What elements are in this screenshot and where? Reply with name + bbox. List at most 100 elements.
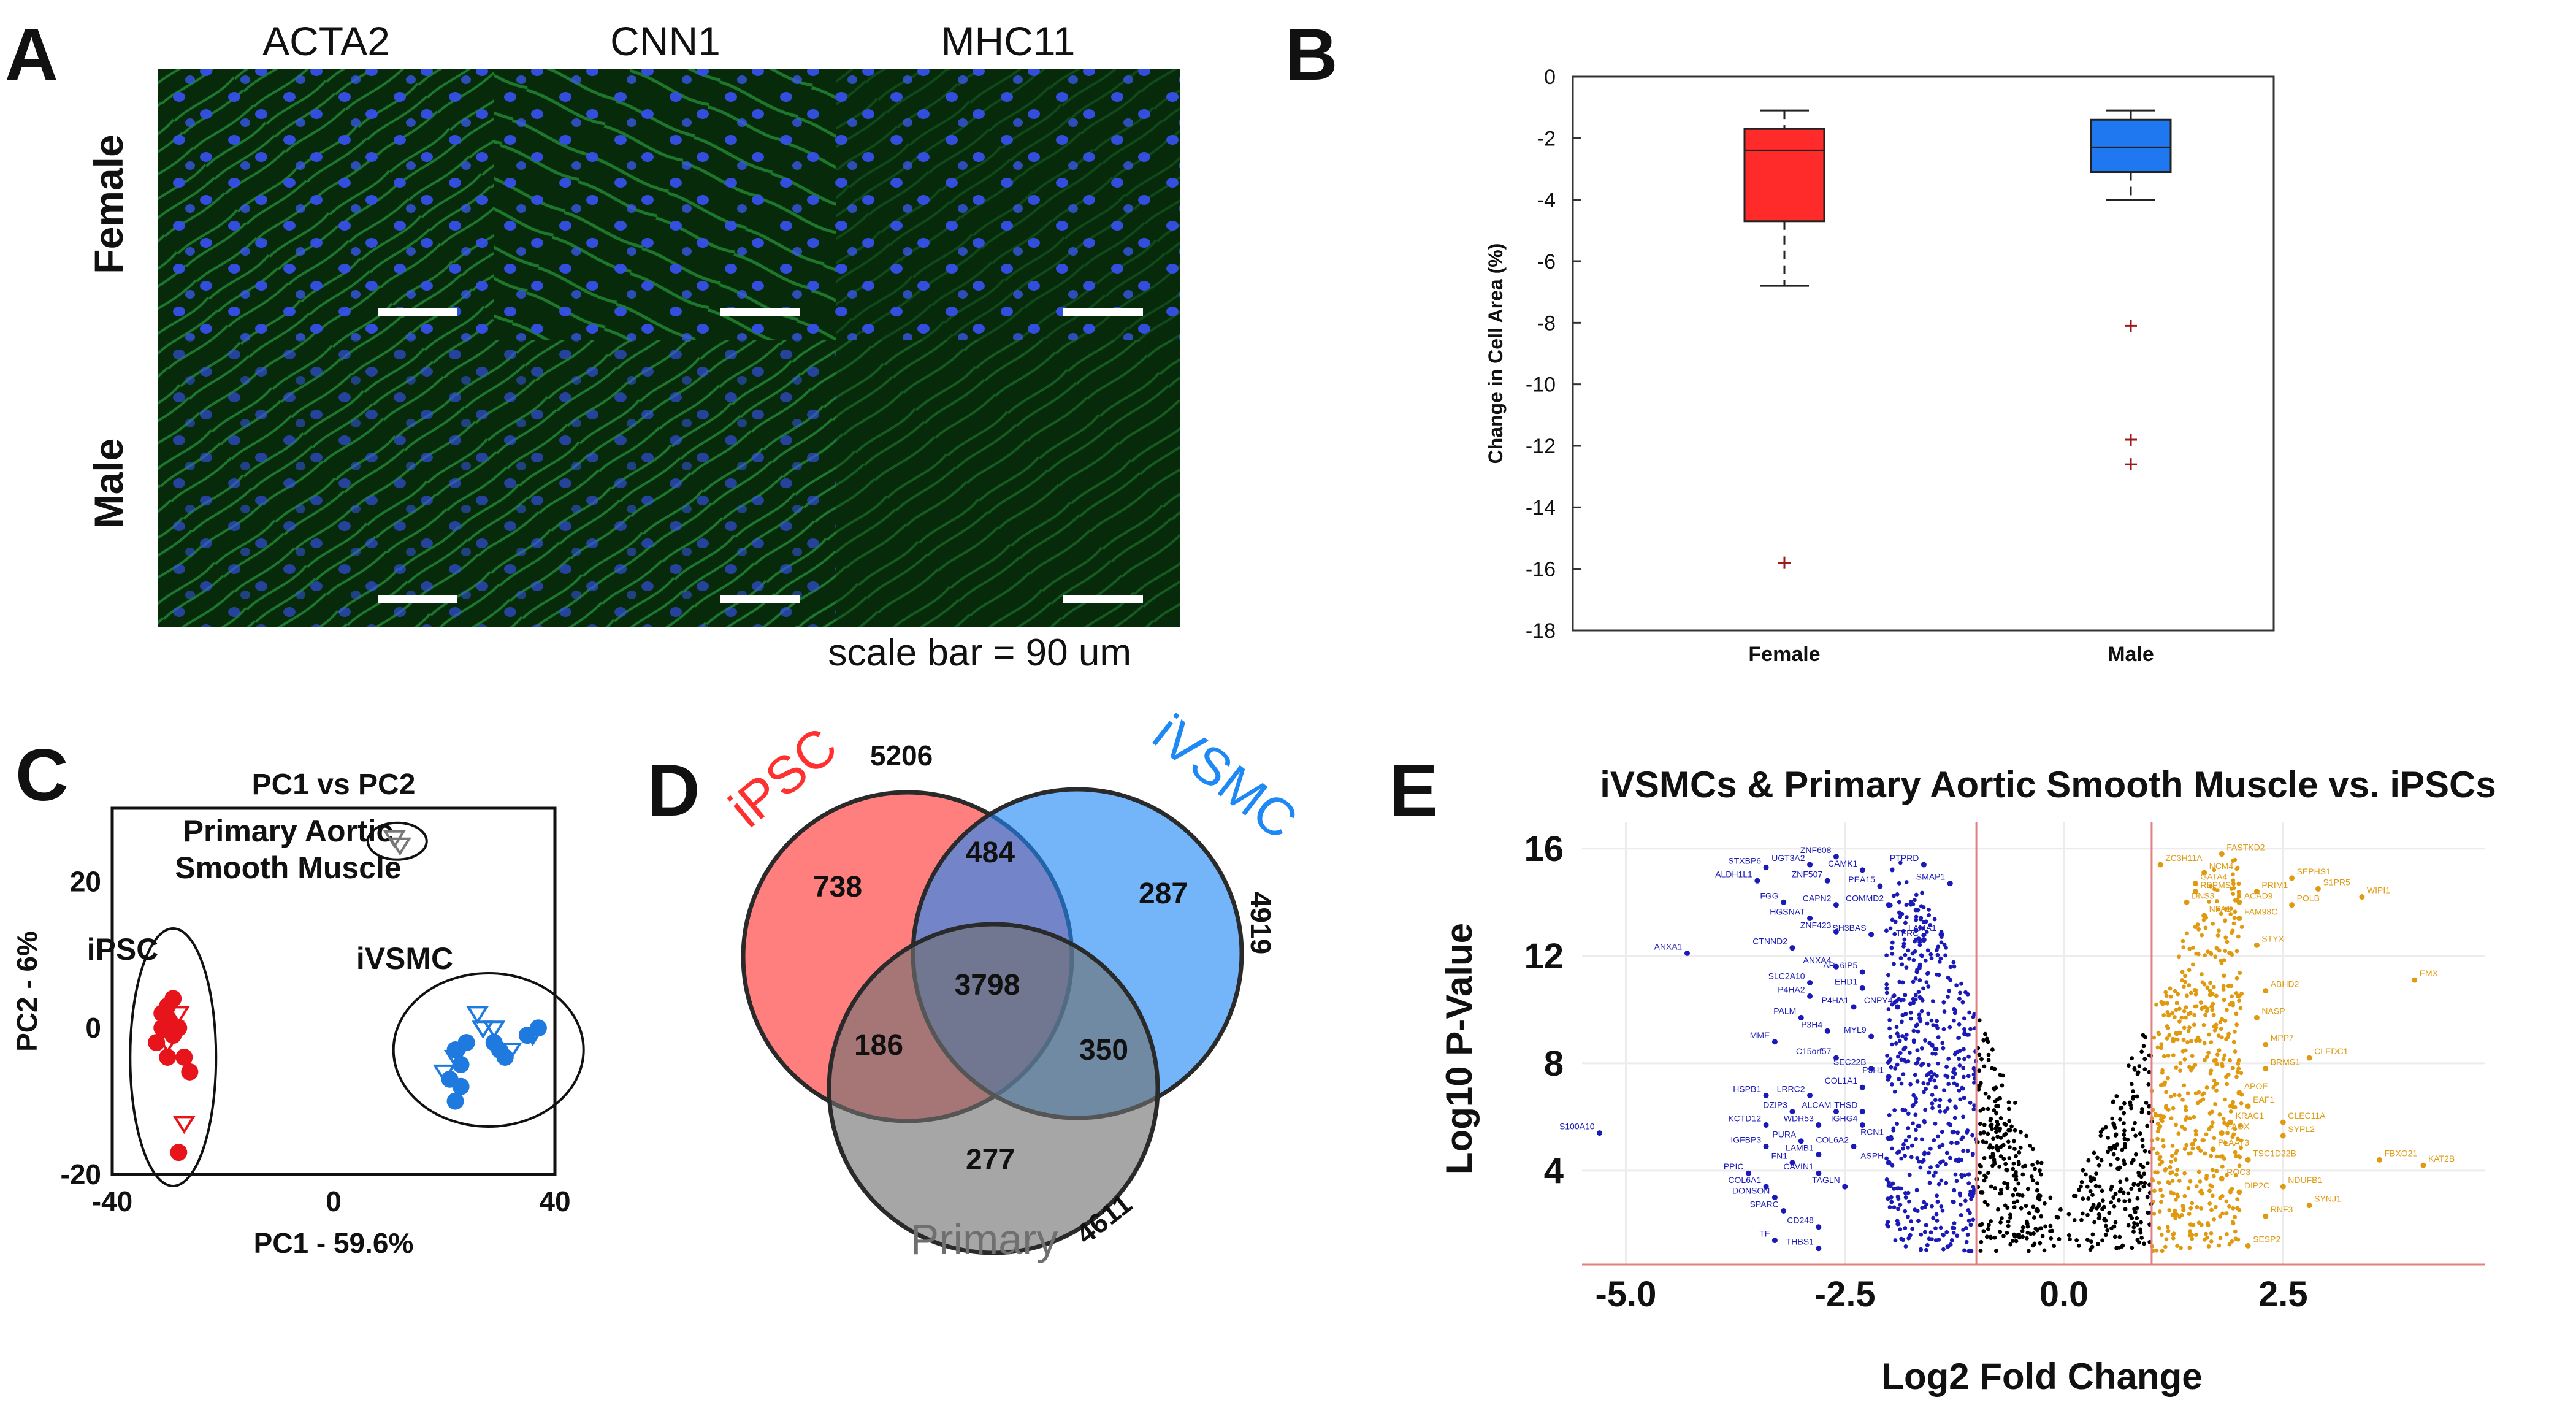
gene-point-ns — [1998, 1230, 2003, 1234]
gene-point-down — [1937, 959, 1942, 964]
gene-point-down — [1936, 1182, 1941, 1187]
gene-point-down — [1904, 903, 1909, 908]
gene-point-down — [1884, 986, 1889, 991]
gene-point-down — [1957, 1022, 1962, 1027]
gene-point-down — [1903, 1209, 1908, 1214]
gene-point-up — [2231, 881, 2236, 886]
gene-point-ns — [2057, 1237, 2062, 1241]
gene-point-ns — [2113, 1133, 2118, 1138]
gene-point-ns — [2108, 1163, 2113, 1167]
gene-point-ns — [2127, 1198, 2132, 1203]
gene-point-ns — [1990, 1047, 1995, 1052]
gene-point-up — [2228, 906, 2233, 911]
micrograph-male-cnn1 — [494, 340, 836, 627]
gene-label: COL1A1 — [1825, 1076, 1858, 1085]
gene-point-up — [2238, 1123, 2242, 1128]
plot-frame — [1572, 75, 2275, 632]
gene-point-ns — [2096, 1216, 2101, 1221]
gene-point-up — [2208, 951, 2213, 955]
gene-point-down — [1933, 1170, 1938, 1175]
gene-point-ns — [2005, 1168, 2009, 1173]
gene-point-up — [2187, 1116, 2192, 1121]
gene-point-down — [1969, 1249, 1974, 1253]
panel-b-label: B — [1285, 13, 1338, 96]
gene-point-down — [1926, 1151, 1931, 1156]
gene-point-up — [2177, 1179, 2182, 1183]
gene-label: TSC1D22B — [2253, 1148, 2296, 1158]
gene-point-down — [1914, 1061, 1919, 1066]
gene-point-down — [1922, 1230, 1927, 1234]
gene-point-up — [2174, 1173, 2179, 1177]
gene-label: KAT2B — [2428, 1154, 2455, 1163]
gene-point-ns — [2039, 1172, 2044, 1177]
gene-point-ns — [2128, 1214, 2133, 1218]
gene-label: POLB — [2297, 894, 2320, 903]
gene-point-up — [2161, 1114, 2166, 1119]
gene-point-ns — [2125, 1137, 2130, 1142]
gene-point-up — [2169, 1159, 2174, 1164]
gene-point-down — [1962, 1095, 1966, 1100]
gene-point-down — [1958, 990, 1962, 995]
gene-label: MME — [1750, 1030, 1770, 1040]
gene-point-ns — [2137, 1064, 2142, 1068]
gene-point-ns — [2011, 1161, 2016, 1166]
gene-point-down — [1951, 1230, 1956, 1235]
chart-title: iVSMCs & Primary Aortic Smooth Muscle vs… — [1600, 764, 2496, 805]
gene-point-down — [1913, 908, 1918, 913]
gene-point-up — [2164, 993, 2169, 998]
data-point-open-ipsc — [156, 1035, 179, 1054]
gene-point-ns — [1979, 1190, 1983, 1195]
labelled-gene-point — [1868, 1066, 1875, 1072]
gene-point-up — [2214, 1169, 2219, 1174]
gene-point-down — [1909, 1016, 1914, 1021]
gene-point-down — [1955, 1130, 1960, 1135]
gene-point-down — [1909, 899, 1913, 904]
gene-point-up — [2212, 868, 2217, 873]
gene-point-ns — [1977, 1068, 1982, 1073]
gene-point-down — [1911, 1028, 1916, 1033]
gene-point-down — [1923, 1038, 1927, 1043]
gene-point-ns — [2072, 1218, 2077, 1222]
gene-point-ns — [2024, 1219, 2029, 1224]
data-point-open-ipsc — [172, 1116, 196, 1135]
gene-point-ns — [2003, 1162, 2008, 1166]
gene-point-ns — [2081, 1196, 2085, 1201]
gene-point-ns — [2016, 1162, 2021, 1166]
gene-point-down — [1970, 1133, 1974, 1138]
data-point-ipsc — [181, 1063, 199, 1081]
gene-point-down — [1915, 967, 1919, 972]
gene-point-down — [1922, 1090, 1926, 1095]
gene-point-down — [1960, 1000, 1965, 1005]
gene-point-ns — [2055, 1215, 2060, 1220]
gene-label: PURA — [1772, 1130, 1797, 1139]
gene-point-up — [2168, 1165, 2173, 1169]
gene-point-down — [1941, 1247, 1946, 1252]
gene-point-up — [2207, 1188, 2212, 1193]
gene-point-up — [2181, 1207, 2186, 1212]
gene-point-up — [2157, 1209, 2162, 1214]
gene-point-ns — [2006, 1219, 2011, 1224]
gene-point-ns — [2142, 1067, 2147, 1072]
gene-point-down — [1906, 948, 1911, 953]
gene-point-ns — [1991, 1086, 1996, 1091]
scale-bar-note: scale bar = 90 um — [828, 632, 1131, 674]
gene-point-down — [1927, 1181, 1932, 1185]
gene-point-down — [1934, 1212, 1939, 1217]
gene-point-ns — [2128, 1103, 2133, 1108]
gene-point-ns — [2095, 1155, 2100, 1160]
gene-point-up — [2233, 1229, 2238, 1234]
gene-point-ns — [2014, 1154, 2018, 1158]
gene-point-up — [2198, 1149, 2203, 1153]
gene-point-ns — [1985, 1203, 1990, 1207]
gene-point-up — [2227, 1242, 2232, 1247]
gene-point-up — [2152, 1188, 2157, 1193]
gene-point-down — [1947, 1098, 1952, 1103]
gene-label: GATA4 — [2200, 872, 2227, 882]
gene-point-down — [1889, 1082, 1894, 1087]
gene-point-up — [2231, 886, 2236, 890]
gene-point-up — [2234, 1022, 2239, 1027]
gene-point-up — [2220, 1211, 2225, 1216]
gene-point-ns — [2140, 1107, 2144, 1111]
gene-point-down — [1918, 925, 1922, 930]
gene-point-ns — [2013, 1172, 2018, 1176]
